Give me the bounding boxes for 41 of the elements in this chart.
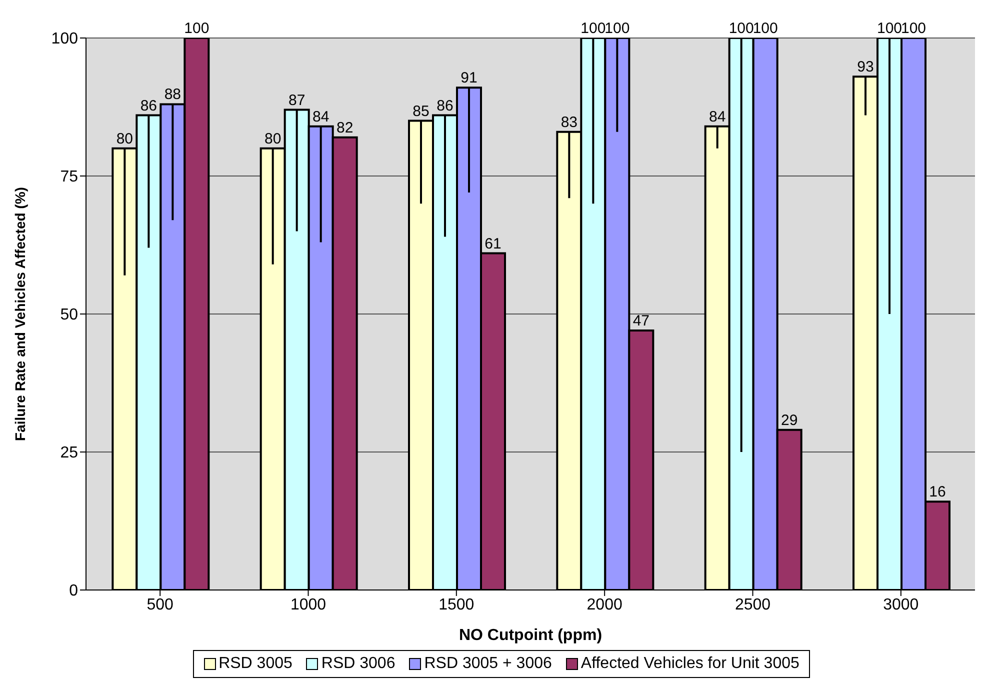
y-tick-label: 0 xyxy=(69,582,78,600)
x-tick-label: 500 xyxy=(146,596,174,614)
legend-label: RSD 3006 xyxy=(321,655,396,673)
y-tick-label: 50 xyxy=(60,306,78,324)
data-label: 80 xyxy=(116,130,134,148)
y-tick-label: 75 xyxy=(60,168,78,186)
data-label: 16 xyxy=(929,484,946,501)
data-label: 86 xyxy=(140,97,158,114)
data-label: 91 xyxy=(460,70,478,87)
data-label: 29 xyxy=(780,412,798,429)
legend-label: Affected Vehicles for Unit 3005 xyxy=(580,655,800,673)
data-label: 47 xyxy=(632,312,650,330)
data-label: 83 xyxy=(560,114,578,131)
data-label: 100 xyxy=(604,20,630,37)
legend-label: RSD 3005 + 3006 xyxy=(424,655,552,673)
y-tick-label: 100 xyxy=(51,30,78,48)
data-label: 84 xyxy=(312,108,330,126)
y-tick-label: 25 xyxy=(60,444,78,462)
data-label: 100 xyxy=(184,20,210,37)
data-label: 88 xyxy=(164,86,182,104)
data-label: 100 xyxy=(900,20,926,37)
data-label: 61 xyxy=(484,235,502,252)
data-label: 82 xyxy=(336,119,354,136)
data-label: 86 xyxy=(436,97,454,114)
x-tick-label: 2500 xyxy=(734,596,771,614)
data-label: 100 xyxy=(580,20,606,37)
x-tick-label: 1500 xyxy=(438,596,474,614)
x-tick-label: 2000 xyxy=(586,596,622,614)
data-label: 85 xyxy=(412,102,430,120)
x-tick-label: 3000 xyxy=(883,596,919,614)
data-label: 80 xyxy=(264,130,282,148)
data-label: 93 xyxy=(857,58,874,76)
y-axis-title: Failure Rate and Vehicles Affected (%) xyxy=(12,187,28,441)
data-label: 87 xyxy=(288,92,306,109)
x-tick-label: 1000 xyxy=(290,596,326,614)
legend-label: RSD 3005 xyxy=(218,655,292,673)
data-label: 100 xyxy=(728,20,754,37)
data-label: 100 xyxy=(876,20,902,37)
data-label: 84 xyxy=(708,108,726,126)
x-axis-title: NO Cutpoint (ppm) xyxy=(458,627,602,644)
data-label: 100 xyxy=(752,20,778,37)
